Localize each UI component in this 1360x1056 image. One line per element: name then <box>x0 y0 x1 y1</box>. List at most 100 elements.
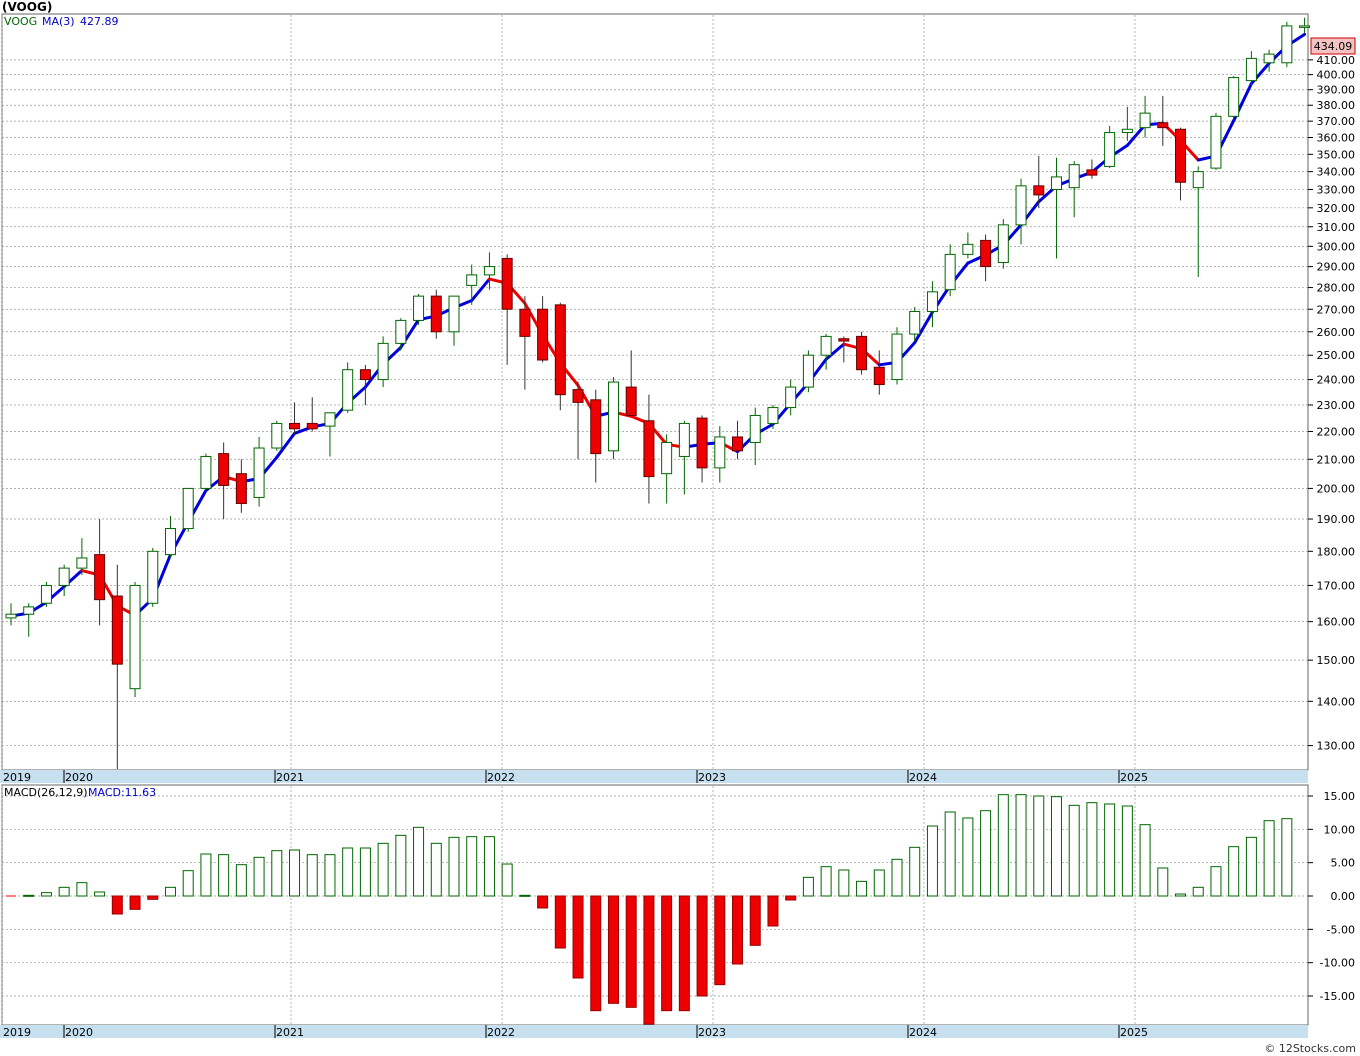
macd-bar <box>732 895 744 965</box>
year-label: 2025 <box>1120 771 1148 784</box>
candle-body <box>519 308 531 337</box>
candle-body <box>395 319 407 344</box>
price-tick-label: 410.00 <box>1317 54 1356 67</box>
candle-body <box>980 239 992 268</box>
candlestick-series <box>5 17 1311 769</box>
candle-body <box>58 567 70 586</box>
macd-bar <box>1192 886 1204 897</box>
macd-bar <box>1086 802 1098 897</box>
macd-bar <box>625 895 637 1008</box>
candle-body <box>111 595 123 665</box>
macd-bar <box>873 869 885 897</box>
candle-body <box>5 613 17 619</box>
candle-body <box>94 554 106 601</box>
candle-body <box>377 342 389 381</box>
price-tick-label: 200.00 <box>1317 482 1356 495</box>
price-tick-label: 270.00 <box>1317 303 1356 316</box>
macd-bar <box>235 864 247 897</box>
price-x-axis-strip <box>0 770 1308 783</box>
macd-bar <box>980 810 992 897</box>
macd-bar <box>1033 795 1045 897</box>
candle-body <box>1033 185 1045 196</box>
price-tick-label: 220.00 <box>1317 426 1356 439</box>
macd-bar <box>466 836 478 897</box>
macd-bar <box>1157 867 1169 897</box>
macd-bar <box>1104 803 1116 897</box>
macd-bar <box>891 858 903 897</box>
candle-body <box>1281 25 1293 64</box>
candle-body <box>342 369 354 411</box>
price-tick-label: 350.00 <box>1317 148 1356 161</box>
candle-body <box>501 257 513 310</box>
candle-body <box>1299 25 1311 28</box>
macd-bar <box>802 876 814 897</box>
candle-body <box>873 366 885 386</box>
candle-body <box>554 304 566 396</box>
price-panel: 130.00 140.00 150.00 160.00 170.00 180.00 190.… <box>1 13 1356 771</box>
macd-tick-label: -10.00 <box>1320 957 1355 970</box>
candle-body <box>785 386 797 409</box>
candle-body <box>590 399 602 455</box>
macd-bar <box>430 842 442 897</box>
macd-bar <box>182 870 194 897</box>
macd-bar <box>1050 796 1062 897</box>
candle-body <box>200 455 212 489</box>
candle-body <box>76 557 88 569</box>
candle-body <box>572 389 584 403</box>
price-tick-label: 370.00 <box>1317 115 1356 128</box>
candle-body <box>537 308 549 361</box>
macd-bar <box>820 866 832 897</box>
price-tick-label: 380.00 <box>1317 99 1356 112</box>
price-tick-label: 340.00 <box>1317 166 1356 179</box>
candle-body <box>289 422 301 430</box>
candle-body <box>164 528 176 556</box>
macd-panel: -15.00 -10.00 -5.00 0.00 5.00 10.00 15.00 <box>1 784 1356 1026</box>
macd-bar <box>76 882 88 897</box>
macd-bar <box>200 853 212 897</box>
candle-body <box>767 407 779 424</box>
price-plot-frame <box>1 13 1309 771</box>
macd-bar <box>661 895 673 1012</box>
year-label: 2025 <box>1120 1026 1148 1039</box>
macd-bar <box>289 849 301 897</box>
last-price-label: 434.09 <box>1314 40 1353 53</box>
candle-body <box>678 422 690 457</box>
candle-body <box>625 386 637 416</box>
macd-bar <box>40 892 52 897</box>
macd-x-axis: 2019 2020 2021 2022 2023 2024 2025 <box>3 1025 1148 1039</box>
legend-symbol: VOOG <box>4 15 37 28</box>
year-label: 2023 <box>698 1026 726 1039</box>
candle-body <box>714 436 726 469</box>
chart-title: (VOOG) <box>2 0 52 14</box>
macd-bar <box>1139 824 1151 897</box>
candle-body <box>324 412 336 427</box>
macd-bar <box>395 834 407 897</box>
candle-body <box>466 274 478 286</box>
candle-body <box>413 295 425 321</box>
macd-bar <box>413 826 425 897</box>
candle-body <box>944 253 956 291</box>
candle-body <box>147 550 159 604</box>
price-tick-label: 360.00 <box>1317 132 1356 145</box>
macd-bar <box>1263 820 1275 897</box>
macd-bar <box>909 846 921 897</box>
price-tick-label: 310.00 <box>1317 221 1356 234</box>
macd-bar <box>448 836 460 897</box>
macd-bar <box>1175 893 1187 897</box>
macd-bar <box>147 895 159 900</box>
macd-bar <box>164 886 176 897</box>
ma-segment <box>275 431 297 459</box>
candle-body <box>696 417 708 469</box>
macd-histogram <box>6 794 1293 1025</box>
candle-body <box>1245 57 1257 82</box>
price-tick-label: 180.00 <box>1317 545 1356 558</box>
macd-bar <box>1228 846 1240 897</box>
macd-tick-label: 15.00 <box>1324 790 1356 803</box>
year-label: 2019 <box>3 771 31 784</box>
candle-body <box>607 381 619 452</box>
candle-body <box>643 420 655 478</box>
year-label: 2022 <box>487 1026 515 1039</box>
macd-bar <box>1245 836 1257 897</box>
macd-bar <box>271 850 283 897</box>
